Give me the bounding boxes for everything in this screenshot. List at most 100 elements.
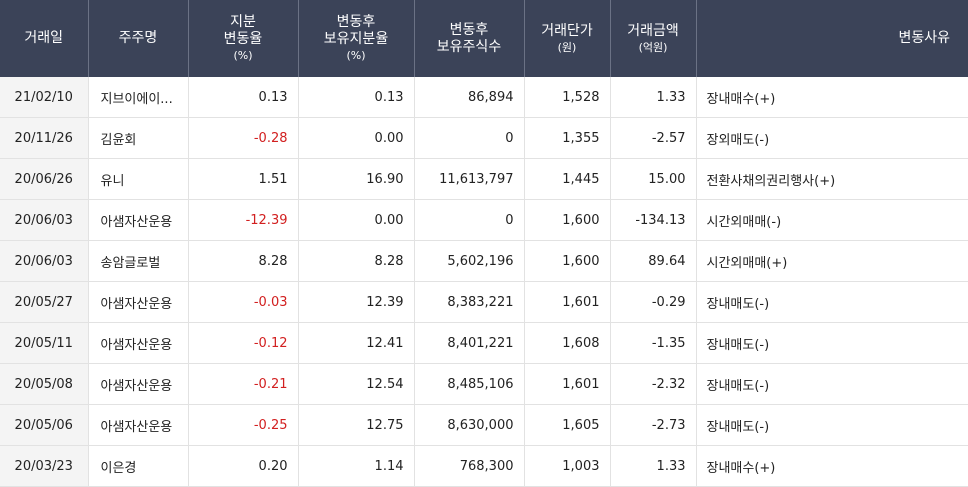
- cell-price: 1,600: [524, 240, 611, 282]
- cell-amount: -1.35: [610, 322, 697, 364]
- cell-holder: 아샘자산운용: [88, 363, 189, 405]
- cell-share-change: -0.03: [188, 281, 299, 323]
- cell-date: 20/06/26: [0, 158, 89, 200]
- table-row: 20/05/11 아샘자산운용 -0.12 12.41 8,401,221 1,608 -1…: [0, 322, 968, 364]
- table-row: 20/05/06 아샘자산운용 -0.25 12.75 8,630,000 1,605 -2…: [0, 404, 968, 446]
- table-header-row: 거래일 주주명 지분 변동율 (%) 변동후 보유지분율 (%) 변동후 보유주…: [0, 0, 968, 77]
- cell-date: 20/06/03: [0, 199, 89, 241]
- cell-after-ratio: 12.41: [298, 322, 415, 364]
- cell-after-shares: 8,485,106: [414, 363, 525, 405]
- cell-price: 1,445: [524, 158, 611, 200]
- table-row: 20/06/03 송암글로벌 8.28 8.28 5,602,196 1,600 89.64…: [0, 240, 968, 282]
- cell-after-shares: 8,383,221: [414, 281, 525, 323]
- cell-reason: 장외매도(-): [696, 117, 968, 159]
- cell-date: 20/05/06: [0, 404, 89, 446]
- cell-share-change: 0.20: [188, 445, 299, 487]
- cell-share-change: 0.13: [188, 77, 299, 118]
- cell-price: 1,600: [524, 199, 611, 241]
- cell-after-ratio: 0.13: [298, 77, 415, 118]
- cell-price: 1,605: [524, 404, 611, 446]
- header-share-change: 지분 변동율 (%): [188, 0, 299, 77]
- cell-date: 20/06/03: [0, 240, 89, 282]
- cell-amount: 1.33: [610, 445, 697, 487]
- cell-amount: -0.29: [610, 281, 697, 323]
- cell-after-shares: 8,630,000: [414, 404, 525, 446]
- cell-reason: 시간외매매(+): [696, 240, 968, 282]
- cell-share-change: -0.12: [188, 322, 299, 364]
- table-row: 20/06/03 아샘자산운용 -12.39 0.00 0 1,600 -134.13 시간외…: [0, 199, 968, 241]
- table-row: 20/05/08 아샘자산운용 -0.21 12.54 8,485,106 1,601 -2…: [0, 363, 968, 405]
- cell-after-shares: 0: [414, 117, 525, 159]
- cell-reason: 장내매도(-): [696, 404, 968, 446]
- cell-after-ratio: 12.75: [298, 404, 415, 446]
- cell-price: 1,528: [524, 77, 611, 118]
- table-row: 20/11/26 김윤회 -0.28 0.00 0 1,355 -2.57 장외매도(-): [0, 117, 968, 159]
- cell-reason: 시간외매매(-): [696, 199, 968, 241]
- cell-date: 20/05/08: [0, 363, 89, 405]
- cell-reason: 장내매수(+): [696, 77, 968, 118]
- header-amount: 거래금액 (억원): [610, 0, 697, 77]
- cell-price: 1,601: [524, 363, 611, 405]
- table-row: 20/05/27 아샘자산운용 -0.03 12.39 8,383,221 1,601 -0…: [0, 281, 968, 323]
- table-row: 20/06/26 유니 1.51 16.90 11,613,797 1,445 15.00 전…: [0, 158, 968, 200]
- cell-after-shares: 5,602,196: [414, 240, 525, 282]
- cell-date: 20/05/27: [0, 281, 89, 323]
- cell-price: 1,003: [524, 445, 611, 487]
- cell-holder: 아샘자산운용: [88, 322, 189, 364]
- cell-after-shares: 11,613,797: [414, 158, 525, 200]
- cell-share-change: 1.51: [188, 158, 299, 200]
- cell-date: 20/03/23: [0, 445, 89, 487]
- cell-date: 21/02/10: [0, 77, 89, 118]
- cell-after-shares: 86,894: [414, 77, 525, 118]
- cell-after-shares: 768,300: [414, 445, 525, 487]
- cell-date: 20/11/26: [0, 117, 89, 159]
- header-after-ratio: 변동후 보유지분율 (%): [298, 0, 415, 77]
- cell-amount: 89.64: [610, 240, 697, 282]
- cell-amount: -134.13: [610, 199, 697, 241]
- cell-holder: 김윤회: [88, 117, 189, 159]
- cell-amount: -2.57: [610, 117, 697, 159]
- header-after-shares: 변동후 보유주식수: [414, 0, 525, 77]
- cell-reason: 장내매도(-): [696, 322, 968, 364]
- cell-share-change: 8.28: [188, 240, 299, 282]
- table-row: 21/02/10 지브이에이... 0.13 0.13 86,894 1,528 1.33 장…: [0, 77, 968, 118]
- cell-price: 1,601: [524, 281, 611, 323]
- cell-price: 1,355: [524, 117, 611, 159]
- cell-amount: -2.73: [610, 404, 697, 446]
- cell-after-ratio: 0.00: [298, 117, 415, 159]
- cell-after-ratio: 12.54: [298, 363, 415, 405]
- cell-holder: 아샘자산운용: [88, 404, 189, 446]
- cell-holder: 지브이에이...: [88, 77, 189, 118]
- cell-after-ratio: 16.90: [298, 158, 415, 200]
- cell-after-ratio: 1.14: [298, 445, 415, 487]
- header-price: 거래단가 (원): [524, 0, 611, 77]
- cell-share-change: -0.21: [188, 363, 299, 405]
- header-reason: 변동사유: [696, 0, 968, 77]
- cell-date: 20/05/11: [0, 322, 89, 364]
- cell-share-change: -12.39: [188, 199, 299, 241]
- cell-after-ratio: 0.00: [298, 199, 415, 241]
- cell-price: 1,608: [524, 322, 611, 364]
- cell-amount: 1.33: [610, 77, 697, 118]
- cell-reason: 장내매도(-): [696, 281, 968, 323]
- cell-after-shares: 0: [414, 199, 525, 241]
- cell-reason: 장내매수(+): [696, 445, 968, 487]
- cell-amount: 15.00: [610, 158, 697, 200]
- cell-share-change: -0.28: [188, 117, 299, 159]
- cell-holder: 아샘자산운용: [88, 281, 189, 323]
- cell-holder: 이은경: [88, 445, 189, 487]
- cell-reason: 전환사채의권리행사(+): [696, 158, 968, 200]
- cell-amount: -2.32: [610, 363, 697, 405]
- cell-share-change: -0.25: [188, 404, 299, 446]
- table-row: 20/03/23 이은경 0.20 1.14 768,300 1,003 1.33 장내매수(…: [0, 445, 968, 487]
- cell-after-shares: 8,401,221: [414, 322, 525, 364]
- cell-holder: 아샘자산운용: [88, 199, 189, 241]
- header-holder: 주주명: [88, 0, 189, 77]
- cell-holder: 송암글로벌: [88, 240, 189, 282]
- header-date: 거래일: [0, 0, 89, 77]
- cell-after-ratio: 8.28: [298, 240, 415, 282]
- cell-reason: 장내매도(-): [696, 363, 968, 405]
- cell-after-ratio: 12.39: [298, 281, 415, 323]
- cell-holder: 유니: [88, 158, 189, 200]
